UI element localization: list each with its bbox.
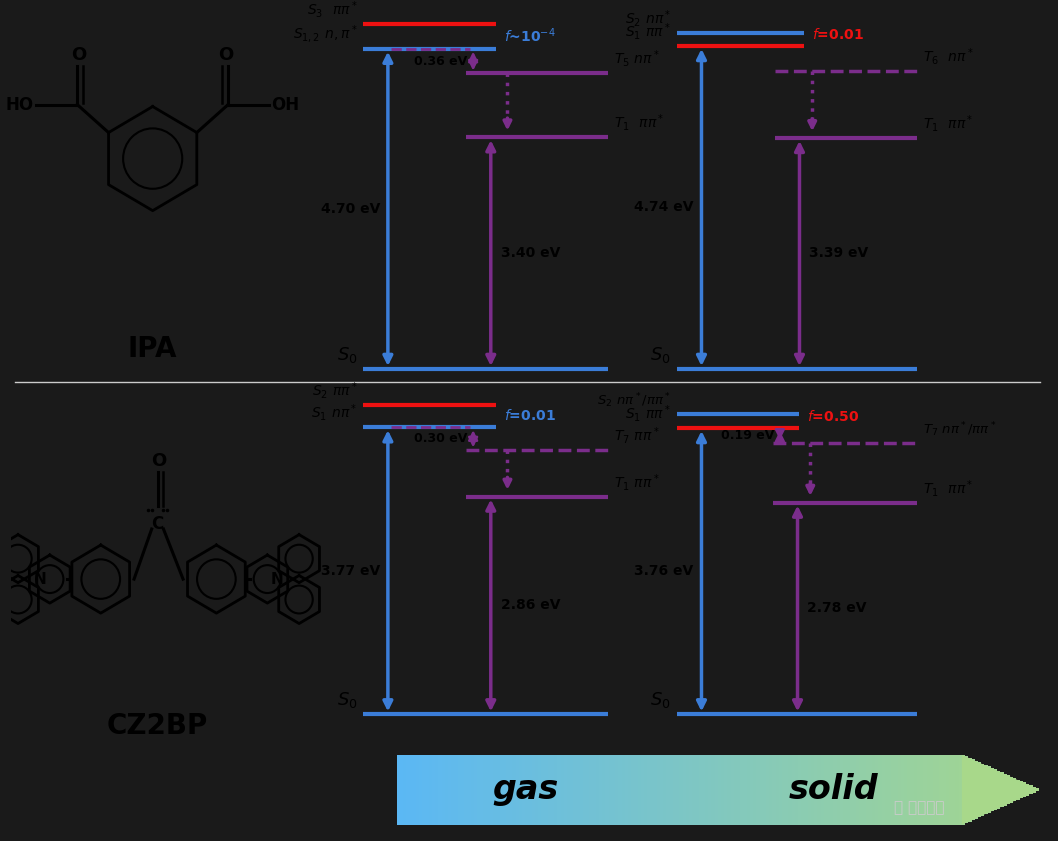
- Text: O: O: [151, 452, 166, 470]
- Text: O: O: [72, 46, 87, 65]
- Text: gas: gas: [492, 773, 559, 807]
- Text: N: N: [34, 572, 47, 586]
- Text: $S_0$: $S_0$: [651, 345, 671, 365]
- Text: $S_0$: $S_0$: [336, 345, 358, 365]
- Text: $S_2$ $\pi\pi^*$: $S_2$ $\pi\pi^*$: [311, 379, 358, 400]
- Text: 0.19 eV: 0.19 eV: [720, 429, 774, 442]
- Text: 3.76 eV: 3.76 eV: [635, 564, 694, 579]
- Text: $T_1$ $\pi\pi^*$: $T_1$ $\pi\pi^*$: [615, 472, 660, 493]
- Text: $S_2$ $n\pi^*/\pi\pi^*$: $S_2$ $n\pi^*/\pi\pi^*$: [597, 391, 671, 410]
- Text: $T_5$ $n\pi^*$: $T_5$ $n\pi^*$: [615, 49, 660, 69]
- Text: N: N: [271, 572, 284, 586]
- Text: 0.36 eV: 0.36 eV: [414, 55, 468, 67]
- Text: $T_1$  $\pi\pi^*$: $T_1$ $\pi\pi^*$: [615, 113, 664, 134]
- Text: $S_1$ $\pi\pi^*$: $S_1$ $\pi\pi^*$: [625, 21, 671, 42]
- Text: $T_1$  $\pi\pi^*$: $T_1$ $\pi\pi^*$: [923, 113, 973, 134]
- Text: 3.39 eV: 3.39 eV: [809, 246, 869, 261]
- Text: $f$=0.01: $f$=0.01: [813, 27, 864, 42]
- Text: $T_7$ $n\pi^*/\pi\pi^*$: $T_7$ $n\pi^*/\pi\pi^*$: [923, 420, 997, 439]
- Text: 4.74 eV: 4.74 eV: [634, 200, 694, 214]
- Text: $T_1$  $\pi\pi^*$: $T_1$ $\pi\pi^*$: [923, 478, 973, 499]
- Text: $S_1$ $n\pi^*$: $S_1$ $n\pi^*$: [311, 402, 358, 423]
- Polygon shape: [962, 755, 1039, 824]
- Text: $S_3$  $\pi\pi^*$: $S_3$ $\pi\pi^*$: [307, 0, 358, 20]
- Text: 4.70 eV: 4.70 eV: [321, 202, 380, 216]
- Text: $f$=0.01: $f$=0.01: [504, 409, 555, 423]
- Text: $f$=0.50: $f$=0.50: [807, 409, 859, 424]
- Text: C: C: [151, 515, 164, 533]
- Text: IPA: IPA: [128, 335, 178, 362]
- Text: 🔘 泰科科技: 🔘 泰科科技: [894, 800, 944, 815]
- Text: $S_1$ $\pi\pi^*$: $S_1$ $\pi\pi^*$: [625, 403, 671, 424]
- Text: 0.30 eV: 0.30 eV: [414, 432, 468, 445]
- Text: CZ2BP: CZ2BP: [107, 712, 208, 740]
- Text: $T_6$  $n\pi^*$: $T_6$ $n\pi^*$: [923, 45, 973, 66]
- Text: $S_0$: $S_0$: [336, 690, 358, 711]
- Text: solid: solid: [788, 773, 878, 807]
- Text: 2.78 eV: 2.78 eV: [807, 601, 867, 616]
- Text: $S_2$ $n\pi^*$: $S_2$ $n\pi^*$: [624, 8, 671, 29]
- Text: 3.40 eV: 3.40 eV: [500, 246, 560, 260]
- Text: HO: HO: [6, 96, 34, 114]
- Text: 3.77 eV: 3.77 eV: [321, 563, 380, 578]
- Text: OH: OH: [271, 96, 299, 114]
- Text: $S_0$: $S_0$: [651, 690, 671, 711]
- Text: $S_{1,2}$ $n,\pi^*$: $S_{1,2}$ $n,\pi^*$: [293, 24, 358, 45]
- Text: $f$~10$^{-4}$: $f$~10$^{-4}$: [504, 26, 555, 45]
- Text: 2.86 eV: 2.86 eV: [500, 599, 560, 612]
- Text: O: O: [219, 46, 234, 65]
- Text: $T_7$ $\pi\pi^*$: $T_7$ $\pi\pi^*$: [615, 426, 660, 447]
